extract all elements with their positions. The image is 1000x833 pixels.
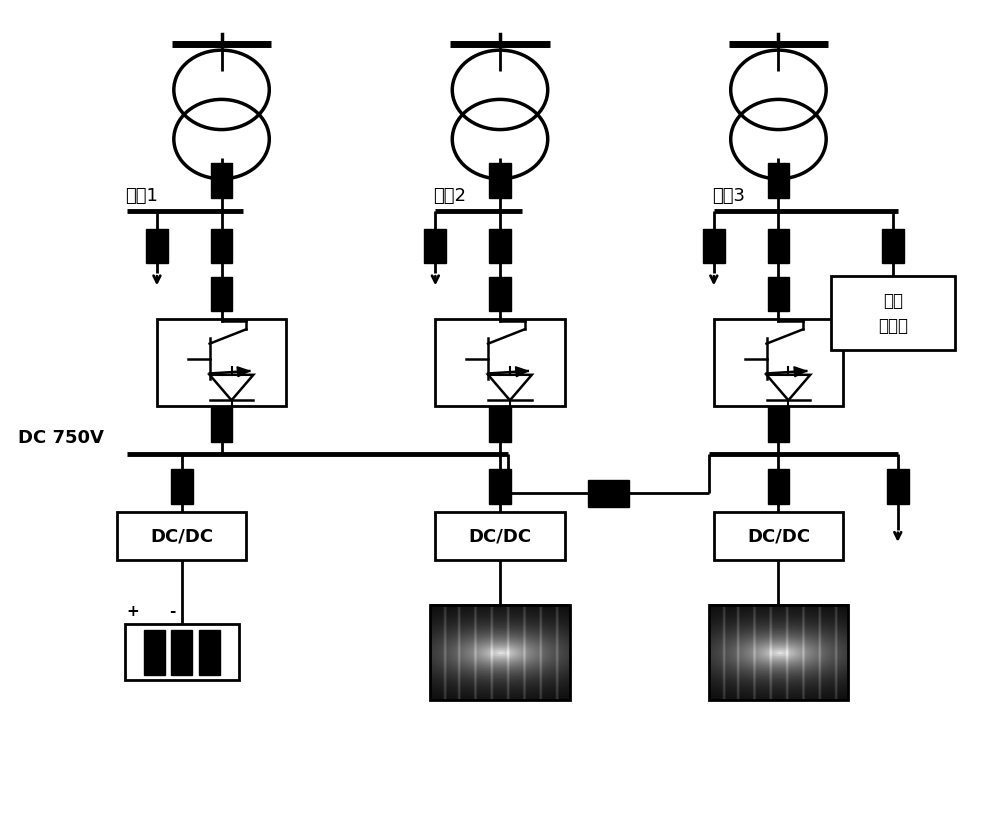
Polygon shape bbox=[237, 367, 249, 377]
Bar bbox=[171, 630, 192, 675]
Bar bbox=[489, 470, 511, 504]
Bar bbox=[430, 605, 570, 700]
Bar bbox=[489, 407, 511, 442]
Bar bbox=[768, 163, 789, 198]
Polygon shape bbox=[515, 367, 528, 377]
Text: 台区3: 台区3 bbox=[712, 187, 745, 205]
Text: DC/DC: DC/DC bbox=[150, 527, 213, 546]
Bar bbox=[831, 276, 955, 351]
Text: DC 750V: DC 750V bbox=[18, 429, 104, 447]
Bar bbox=[435, 319, 565, 407]
Text: +: + bbox=[126, 604, 139, 619]
Bar bbox=[211, 277, 232, 312]
Bar bbox=[489, 229, 511, 263]
Text: 柴油
发电机: 柴油 发电机 bbox=[878, 292, 908, 335]
Bar bbox=[144, 630, 165, 675]
Text: DC/DC: DC/DC bbox=[747, 527, 810, 546]
Bar bbox=[211, 163, 232, 198]
Text: 台区2: 台区2 bbox=[433, 187, 466, 205]
Bar bbox=[714, 512, 843, 561]
Text: 台区1: 台区1 bbox=[125, 187, 158, 205]
Bar bbox=[703, 229, 725, 263]
Bar bbox=[714, 319, 843, 407]
Bar bbox=[211, 407, 232, 442]
Polygon shape bbox=[794, 367, 806, 377]
Text: DC/DC: DC/DC bbox=[468, 527, 532, 546]
Bar bbox=[489, 163, 511, 198]
Bar bbox=[768, 470, 789, 504]
Bar bbox=[157, 319, 286, 407]
Bar bbox=[768, 277, 789, 312]
Bar bbox=[199, 630, 220, 675]
Bar bbox=[768, 407, 789, 442]
Bar bbox=[424, 229, 446, 263]
Bar bbox=[171, 470, 193, 504]
Bar bbox=[887, 470, 909, 504]
Bar bbox=[211, 229, 232, 263]
Bar bbox=[146, 229, 168, 263]
Bar bbox=[768, 229, 789, 263]
Bar bbox=[882, 229, 904, 263]
Bar bbox=[489, 277, 511, 312]
Bar bbox=[117, 512, 246, 561]
Text: -: - bbox=[169, 604, 176, 619]
Bar bbox=[435, 512, 565, 561]
Bar bbox=[709, 605, 848, 700]
Bar bbox=[588, 480, 629, 506]
Bar bbox=[125, 624, 239, 681]
